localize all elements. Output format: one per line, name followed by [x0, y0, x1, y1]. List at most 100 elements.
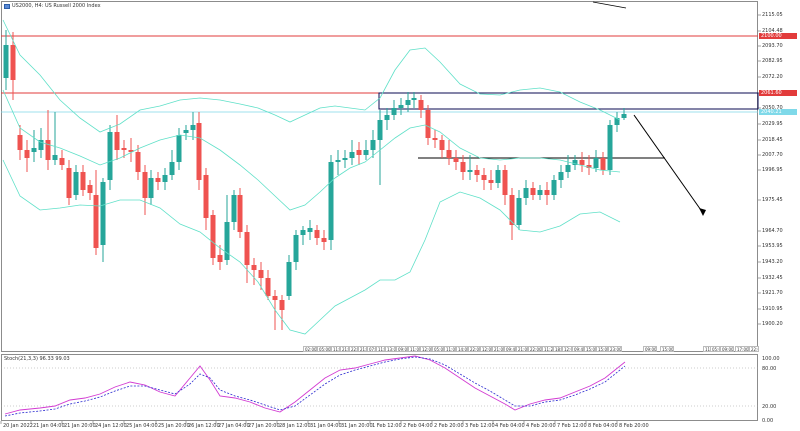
tick-box: 05:00: [432, 346, 444, 352]
bearish-candle: [418, 100, 424, 110]
bearish-candle: [87, 185, 93, 193]
stochastic-level-label: 0.00: [762, 418, 774, 424]
time-label: 1 Feb 12:00: [372, 423, 402, 429]
time-label: 4 Feb 04:00: [495, 423, 525, 429]
bearish-candle: [460, 162, 466, 172]
bearish-candle: [509, 195, 515, 225]
stochastic-level-label: 20.00: [762, 404, 777, 410]
bullish-candle: [107, 132, 113, 180]
tick-box: 21:20: [340, 346, 349, 352]
tick-box: 05:00: [317, 346, 331, 352]
bearish-candle: [66, 168, 72, 198]
price-tag: 2040.21: [759, 109, 797, 115]
forecast-arrow-head: [699, 208, 706, 216]
tick-box: 09:45: [504, 346, 516, 352]
time-label: 31 Jan 04:00: [310, 423, 342, 429]
bearish-candle: [45, 140, 51, 160]
stochastic-main-line: [4, 355, 626, 415]
bullish-candle: [335, 160, 341, 162]
bearish-candle: [530, 188, 536, 195]
bearish-candle: [114, 132, 120, 150]
stochastic-title: Stoch(21,3,3) 96.33 99.03: [4, 356, 70, 362]
tick-box: 12:00: [420, 346, 432, 352]
tick-box: 07:00: [367, 346, 376, 352]
bearish-candle: [314, 230, 320, 238]
price-tag: 2061.60: [759, 90, 797, 96]
bullish-candle: [349, 152, 355, 158]
price-label: 2029.95: [762, 121, 783, 127]
stochastic-signal-line: [4, 356, 626, 417]
tick-box: 15:00: [596, 346, 608, 352]
bearish-candle: [425, 110, 431, 138]
time-label: 21 Jan 04:00: [33, 423, 65, 429]
bearish-candle: [586, 165, 592, 168]
bullish-candle: [411, 98, 417, 100]
bullish-candle: [176, 135, 182, 162]
tick-box: 11:00: [444, 346, 456, 352]
bearish-candle: [502, 170, 508, 195]
tick-box: 09:45: [572, 346, 584, 352]
price-label: 2082.95: [762, 58, 783, 64]
time-label: 8 Feb 20:00: [619, 423, 649, 429]
tick-box: 18:00: [553, 346, 562, 352]
bearish-candle: [80, 172, 86, 190]
bullish-candle: [572, 160, 578, 165]
tick-box: 11:20: [376, 346, 385, 352]
price-label: 2050.70: [762, 105, 783, 111]
tick-box: 23:00: [608, 346, 622, 352]
time-label: 24 Jan 12:00: [95, 423, 127, 429]
tick-box: 14:00: [456, 346, 468, 352]
bearish-candle: [196, 123, 202, 180]
price-label: 1932.45: [762, 275, 783, 281]
time-label: 31 Jan 20:00: [341, 423, 373, 429]
bullish-candle: [169, 162, 175, 175]
time-label: 20 Jan 2022: [3, 423, 33, 429]
time-label: 28 Jan 12:00: [279, 423, 311, 429]
bearish-candle: [488, 180, 494, 183]
bearish-candle: [217, 255, 223, 262]
tick-box: 15:00: [584, 346, 596, 352]
price-label: 1921.70: [762, 290, 783, 296]
time-label: 21 Jan 20:00: [64, 423, 96, 429]
bearish-candle: [321, 238, 327, 242]
bullish-candle: [593, 158, 599, 168]
bollinger-upper-band: [2, 19, 621, 133]
chart-window-icon: [4, 3, 10, 9]
bullish-candle: [607, 125, 613, 170]
bearish-candle: [474, 170, 480, 175]
forecast-arrow-line: [633, 114, 704, 214]
stochastic-level-label: 100.00: [762, 356, 780, 362]
time-label: 27 Jan 04:00: [218, 423, 250, 429]
bullish-candle: [307, 228, 313, 232]
bullish-candle: [52, 155, 58, 160]
bearish-candle: [244, 232, 250, 265]
price-label: 1964.70: [762, 228, 783, 234]
bullish-candle: [621, 114, 627, 118]
stochastic-level-label: 80.00: [762, 366, 777, 372]
time-label: 8 Feb 04:00: [588, 423, 618, 429]
stochastic-chart-area[interactable]: [1, 354, 758, 421]
time-label: 26 Jan 12:00: [188, 423, 220, 429]
price-label: 2072.20: [762, 74, 783, 80]
bearish-candle: [481, 175, 487, 180]
price-label: 2104.48: [762, 28, 783, 34]
bullish-candle: [391, 108, 397, 115]
bearish-candle: [128, 150, 134, 152]
tick-box: 22:00: [749, 346, 759, 352]
price-label: 2018.45: [762, 137, 783, 143]
bullish-candle: [100, 182, 106, 245]
bullish-candle: [565, 165, 571, 172]
bullish-candle: [162, 175, 168, 182]
bearish-candle: [237, 195, 243, 232]
bearish-candle: [446, 150, 452, 158]
tick-box: 21:20: [358, 346, 367, 352]
bullish-candle: [537, 190, 543, 195]
bearish-candle: [439, 140, 445, 150]
bearish-candle: [432, 138, 438, 140]
supply-zone-rectangle: [378, 92, 759, 110]
bullish-candle: [224, 222, 230, 260]
bullish-candle: [31, 148, 37, 152]
bearish-candle: [251, 265, 257, 270]
